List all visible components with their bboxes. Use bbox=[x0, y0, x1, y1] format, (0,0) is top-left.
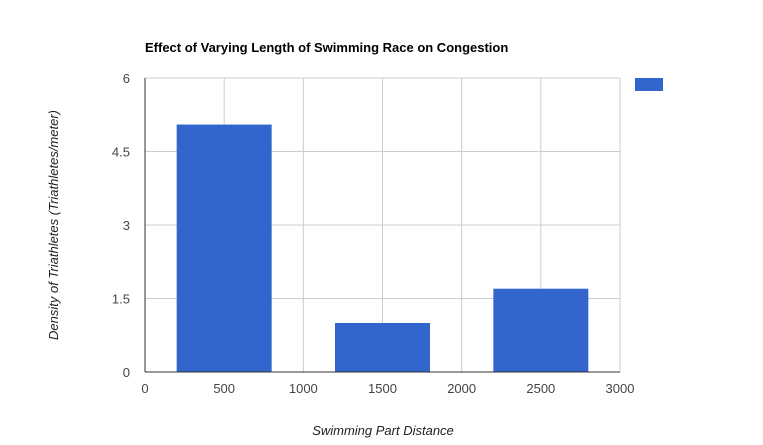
axes bbox=[144, 78, 620, 373]
x-tick-label: 2500 bbox=[526, 381, 555, 396]
y-tick-label: 0 bbox=[123, 365, 130, 380]
chart-title: Effect of Varying Length of Swimming Rac… bbox=[145, 40, 508, 55]
y-tick-label: 1.5 bbox=[112, 292, 130, 307]
bar bbox=[176, 124, 272, 372]
y-tick-label: 4.5 bbox=[112, 145, 130, 160]
bar bbox=[493, 288, 589, 372]
y-tick-label: 3 bbox=[123, 218, 130, 233]
x-tick-label: 0 bbox=[141, 381, 148, 396]
legend-swatch bbox=[635, 78, 663, 91]
x-tick-label: 1500 bbox=[368, 381, 397, 396]
y-tick-labels: 0 1.5 3 4.5 6 bbox=[112, 71, 130, 380]
y-tick-label: 6 bbox=[123, 71, 130, 86]
bar bbox=[335, 323, 430, 372]
x-tick-label: 3000 bbox=[606, 381, 635, 396]
x-tick-label: 500 bbox=[213, 381, 235, 396]
y-axis-label: Density of Triathletes (Triathletes/mete… bbox=[46, 110, 61, 340]
x-tick-labels: 0 500 1000 1500 2000 2500 3000 bbox=[141, 381, 634, 396]
x-axis-label: Swimming Part Distance bbox=[312, 423, 454, 438]
x-tick-label: 2000 bbox=[447, 381, 476, 396]
x-tick-label: 1000 bbox=[289, 381, 318, 396]
bars bbox=[176, 124, 589, 372]
